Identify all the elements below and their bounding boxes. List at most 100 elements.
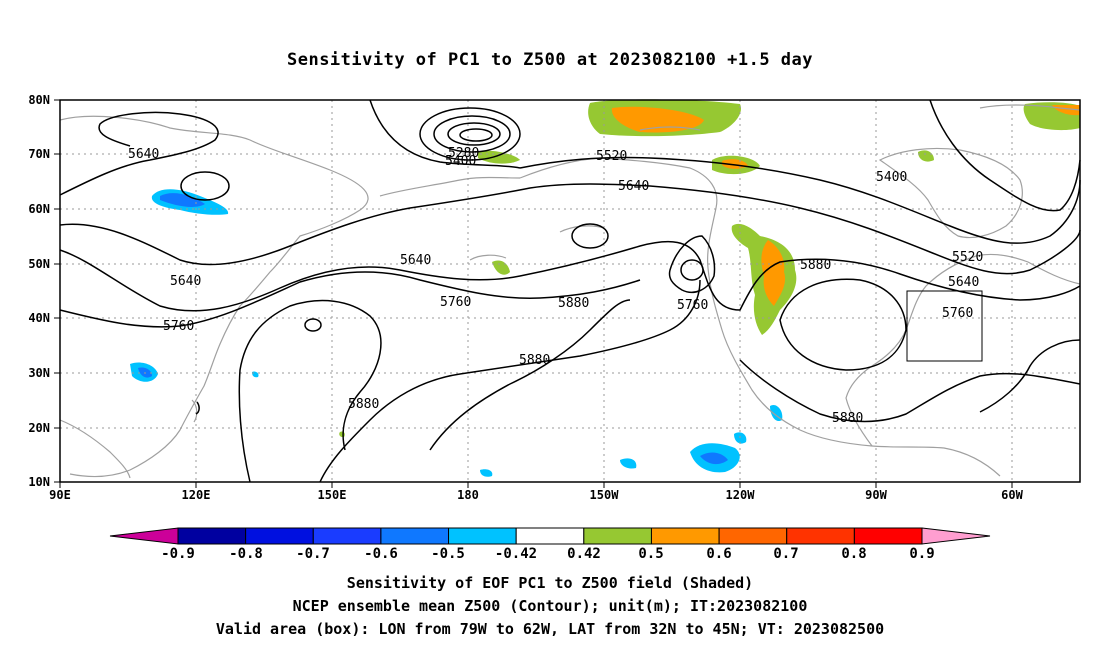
footer-line-contour: NCEP ensemble mean Z500 (Contour); unit(… <box>292 597 808 615</box>
footer-line-valid-area: Valid area (box): LON from 79W to 62W, L… <box>215 620 885 638</box>
contour-5400-west <box>369 99 521 169</box>
contour-5880-gulf <box>739 359 1081 423</box>
shade-misc-blue <box>252 371 259 378</box>
contour-low-siberia <box>180 171 230 201</box>
colorbar-segment <box>786 527 855 545</box>
contour-5880-main <box>319 279 701 483</box>
z500-contours <box>59 99 1081 483</box>
colorbar-segment <box>448 527 517 545</box>
colorbar-min-triangle <box>109 527 179 545</box>
shade-west-coast-orange <box>761 240 786 306</box>
colorbar-label: 0.9 <box>909 546 934 562</box>
colorbar-segment <box>853 527 923 545</box>
contour-label: 5760 <box>440 295 471 310</box>
colorbar-segment <box>380 527 450 545</box>
colorbar-segment <box>312 527 382 545</box>
valid-area-box <box>906 290 983 362</box>
contour-5520 <box>519 156 1081 244</box>
contour-low-west <box>668 235 716 294</box>
map-frame <box>59 99 1081 483</box>
contour-label: 5880 <box>348 397 379 412</box>
lon-label: 120W <box>726 488 756 502</box>
lon-label: 60W <box>1001 488 1023 502</box>
shade-hudson-green <box>918 150 934 162</box>
colorbar-segment <box>650 527 720 545</box>
contour-label: 5880 <box>519 353 550 368</box>
contour-label: 5640 <box>618 179 649 194</box>
colorbar-segment <box>718 527 788 545</box>
contour-label: 5400 <box>876 170 907 185</box>
shade-pacific-green <box>492 260 510 275</box>
contour-5640-north <box>59 111 219 196</box>
contour-5880-atl <box>979 339 1081 413</box>
contour-label: 5400 <box>445 154 476 169</box>
shade-siberia-deep <box>160 193 205 207</box>
coastlines <box>59 104 1081 479</box>
colorbar-label: -0.9 <box>161 546 195 562</box>
contour-label: 5640 <box>400 253 431 268</box>
contour-label: 5760 <box>677 298 708 313</box>
map-title: Sensitivity of PC1 to Z500 at 2023082100… <box>286 50 813 70</box>
lat-label: 70N <box>28 147 50 161</box>
contour-labels: 5640 5400 5280 5520 5640 5400 5640 5640 … <box>128 146 983 426</box>
lon-label: 150E <box>318 488 347 502</box>
lat-label: 50N <box>28 257 50 271</box>
contour-label: 5520 <box>596 149 627 164</box>
contour-label: 5640 <box>128 147 159 162</box>
colorbar-label: -0.8 <box>229 546 263 562</box>
colorbar-label: 0.5 <box>638 546 663 562</box>
colorbar-label: -0.6 <box>364 546 398 562</box>
contour-label: 5640 <box>170 274 201 289</box>
colorbar-segment <box>177 527 247 545</box>
shade-arctic-orange <box>611 106 704 133</box>
colorbar-segment <box>583 527 652 545</box>
lat-label: 20N <box>28 421 50 435</box>
contour-5640 <box>59 183 1081 275</box>
colorbar-label: -0.42 <box>495 546 537 562</box>
contour-label: 5880 <box>558 296 589 311</box>
shade-epac-blue-2 <box>620 458 637 469</box>
colorbar-label: 0.8 <box>841 546 866 562</box>
contour-label: 5760 <box>942 306 973 321</box>
lon-label: 90W <box>865 488 887 502</box>
contour-5880-b <box>238 299 382 483</box>
contour-5280-center <box>459 128 493 142</box>
lon-label: 150W <box>590 488 620 502</box>
lon-label: 90E <box>49 488 71 502</box>
lat-label: 10N <box>28 475 50 489</box>
contour-label: 5760 <box>163 319 194 334</box>
tick-marks <box>54 99 1013 488</box>
lat-label: 60N <box>28 202 50 216</box>
colorbar: -0.9 -0.8 -0.7 -0.6 -0.5 -0.42 0.42 0.5 … <box>109 527 991 562</box>
colorbar-segment <box>245 527 314 545</box>
contour-high-np <box>571 223 609 249</box>
footer-line-shaded: Sensitivity of EOF PC1 to Z500 field (Sh… <box>346 574 754 592</box>
lat-label: 80N <box>28 93 50 107</box>
colorbar-max-triangle <box>921 527 991 545</box>
shade-epac-blue-4 <box>480 469 493 477</box>
colorbar-label: 0.42 <box>567 546 601 562</box>
colorbar-label: 0.7 <box>773 546 798 562</box>
contour-label: 5280 <box>448 146 479 161</box>
lat-label: 40N <box>28 311 50 325</box>
shade-epac-deep <box>700 452 728 465</box>
shade-misc-green <box>339 431 345 438</box>
shade-bering-green <box>478 150 520 164</box>
contour-5880-c <box>429 299 631 451</box>
colorbar-label: 0.6 <box>706 546 731 562</box>
contour-5760-b <box>59 271 641 328</box>
contour-label: 5880 <box>800 258 831 273</box>
contour-5880-high <box>779 278 907 371</box>
contour-5760 <box>59 240 1081 312</box>
lat-tick-labels: 80N 70N 60N 50N 40N 30N 20N 10N <box>28 93 50 489</box>
colorbar-label: -0.7 <box>296 546 330 562</box>
contour-label: 5640 <box>948 275 979 290</box>
negative-sensitivity-shading <box>130 189 783 477</box>
contour-5400-east <box>929 99 1081 212</box>
colorbar-segment <box>515 527 585 545</box>
contour-label: 5880 <box>832 411 863 426</box>
lat-label: 30N <box>28 366 50 380</box>
contour-label: 5520 <box>952 250 983 265</box>
lon-tick-labels: 90E 120E 150E 180 150W 120W 90W 60W <box>49 488 1023 502</box>
